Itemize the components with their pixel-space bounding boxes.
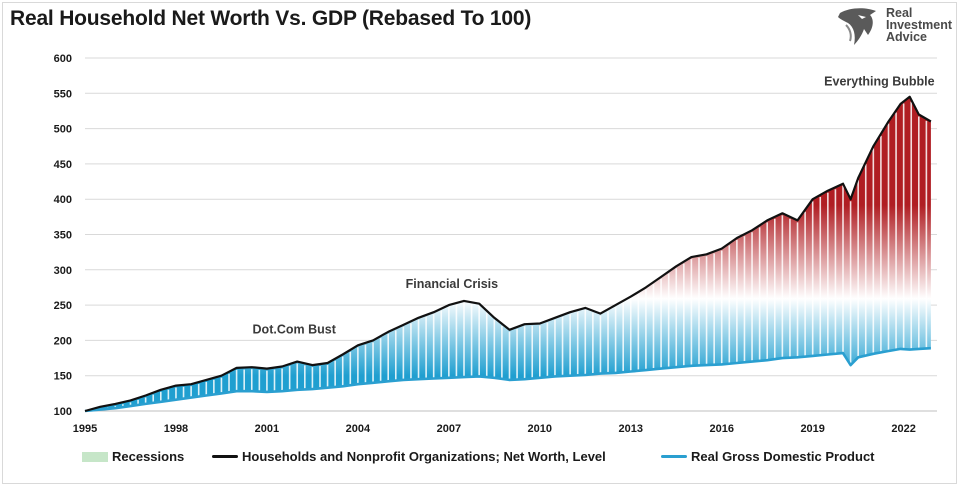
logo-text: Real Investment Advice [886, 6, 952, 44]
legend-item-net-worth: Households and Nonprofit Organizations; … [212, 449, 606, 464]
gdp-line [84, 346, 931, 413]
annotation-label: Financial Crisis [406, 277, 498, 291]
y-tick-label: 250 [54, 300, 72, 312]
x-tick-label: 2001 [255, 423, 279, 435]
legend-item-gdp: Real Gross Domestic Product [661, 449, 875, 464]
logo-line-3: Advice [886, 30, 927, 44]
legend: Recessions Households and Nonprofit Orga… [0, 449, 961, 469]
x-tick-label: 2022 [891, 423, 915, 435]
net-worth-gdp-gap-area [85, 96, 931, 412]
x-tick-label: 2004 [346, 423, 371, 435]
y-tick-label: 200 [54, 335, 72, 347]
x-tick-label: 2016 [709, 423, 733, 435]
x-tick-label: 2013 [619, 423, 643, 435]
logo: Real Investment Advice [836, 5, 952, 47]
y-tick-label: 150 [54, 371, 72, 383]
y-tick-label: 350 [54, 230, 72, 242]
y-tick-label: 300 [54, 265, 72, 277]
y-tick-label: 100 [54, 406, 72, 418]
annotation-label: Dot.Com Bust [253, 322, 337, 336]
y-tick-label: 400 [54, 194, 72, 206]
logo-line-1: Real [886, 6, 913, 20]
legend-label: Real Gross Domestic Product [691, 449, 875, 464]
y-tick-label: 450 [54, 159, 72, 171]
chart-title: Real Household Net Worth Vs. GDP (Rebase… [10, 7, 532, 30]
x-tick-label: 1995 [73, 423, 97, 435]
eagle-head-icon [838, 8, 876, 45]
x-tick-label: 1998 [164, 423, 188, 435]
gdp-swatch [661, 455, 687, 458]
logo-line-2: Investment [886, 18, 952, 32]
legend-label: Households and Nonprofit Organizations; … [242, 449, 606, 464]
y-tick-label: 550 [54, 88, 72, 100]
y-tick-label: 600 [54, 53, 72, 65]
net-worth-swatch [212, 455, 238, 458]
chart-area: 100 150 200 250 300 350 400 450 500 550 600 1995 199… [54, 53, 937, 435]
y-tick-label: 500 [54, 124, 72, 136]
net-worth-line [84, 95, 932, 413]
legend-item-recessions: Recessions [82, 449, 184, 464]
x-tick-label: 2010 [528, 423, 552, 435]
recession-swatch [82, 451, 108, 462]
x-tick-label: 2019 [800, 423, 824, 435]
legend-label: Recessions [112, 449, 185, 464]
x-tick-label: 2007 [437, 423, 461, 435]
annotation-label: Everything Bubble [824, 75, 934, 89]
